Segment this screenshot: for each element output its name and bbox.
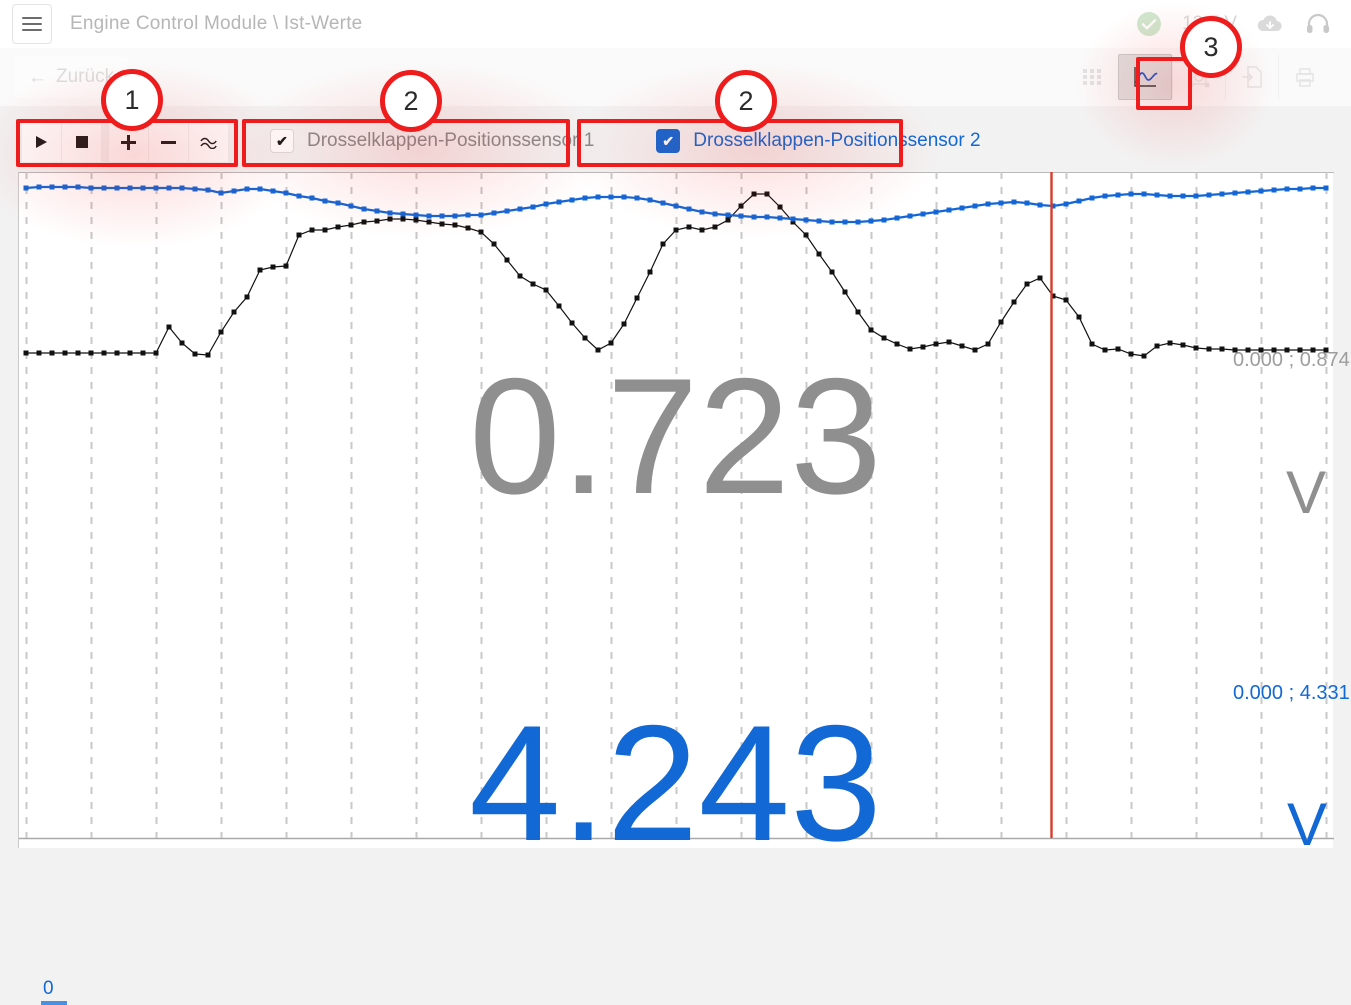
print-icon[interactable] bbox=[1278, 55, 1331, 99]
chart-view-icon[interactable] bbox=[1118, 54, 1172, 100]
cloud-download-icon[interactable] bbox=[1255, 9, 1285, 39]
play-button[interactable] bbox=[21, 121, 62, 163]
back-button-label: Zurück bbox=[56, 66, 115, 87]
checkbox-mark-icon[interactable]: ✔ bbox=[270, 129, 294, 153]
hamburger-icon[interactable] bbox=[12, 4, 52, 44]
app-header-right: 13.7 V bbox=[1134, 9, 1351, 39]
back-button[interactable]: ← Zurück bbox=[14, 56, 129, 98]
battery-voltage: 13.7 V bbox=[1182, 13, 1237, 34]
checkbox-mark-icon[interactable]: ✔ bbox=[656, 129, 681, 153]
channel-2-label: Drosselklappen-Positionssensor 2 bbox=[693, 130, 981, 151]
chart-panel[interactable]: 0.723 V 0.000 ; 0.874 4.243 V 0.000 ; 4.… bbox=[18, 172, 1350, 1005]
frame-view-icon[interactable] bbox=[1172, 55, 1225, 99]
export-icon[interactable] bbox=[1225, 55, 1278, 99]
secondary-toolbar: ← Zurück bbox=[0, 48, 1351, 106]
arrow-left-icon: ← bbox=[28, 66, 47, 88]
smooth-button[interactable] bbox=[188, 121, 229, 163]
stop-button[interactable] bbox=[61, 121, 102, 163]
page-title: Engine Control Module \ Ist-Werte bbox=[70, 13, 363, 34]
check-circle-icon bbox=[1134, 9, 1164, 39]
grid-view-icon[interactable] bbox=[1066, 55, 1118, 99]
headset-icon[interactable] bbox=[1303, 9, 1333, 39]
chart-controls: ✔ Drosselklappen-Positionssensor 1 ✔ Dro… bbox=[0, 110, 1351, 172]
chart-svg bbox=[19, 172, 1334, 840]
channel-2-checkbox[interactable]: ✔ Drosselklappen-Positionssensor 2 bbox=[646, 122, 990, 161]
axis-zero-label: 0 bbox=[43, 978, 54, 999]
channel-1-label: Drosselklappen-Positionssensor 1 bbox=[307, 130, 595, 151]
zoom-out-button[interactable] bbox=[148, 121, 189, 163]
app-header: Engine Control Module \ Ist-Werte 13.7 V bbox=[0, 0, 1351, 48]
zoom-in-button[interactable] bbox=[108, 121, 149, 163]
channel-1-checkbox[interactable]: ✔ Drosselklappen-Positionssensor 1 bbox=[260, 122, 604, 161]
axis-zero-bar bbox=[41, 1001, 67, 1005]
chart-plot-area[interactable] bbox=[19, 172, 1334, 848]
view-toolbar bbox=[1066, 54, 1351, 100]
playback-button-group bbox=[21, 121, 229, 163]
